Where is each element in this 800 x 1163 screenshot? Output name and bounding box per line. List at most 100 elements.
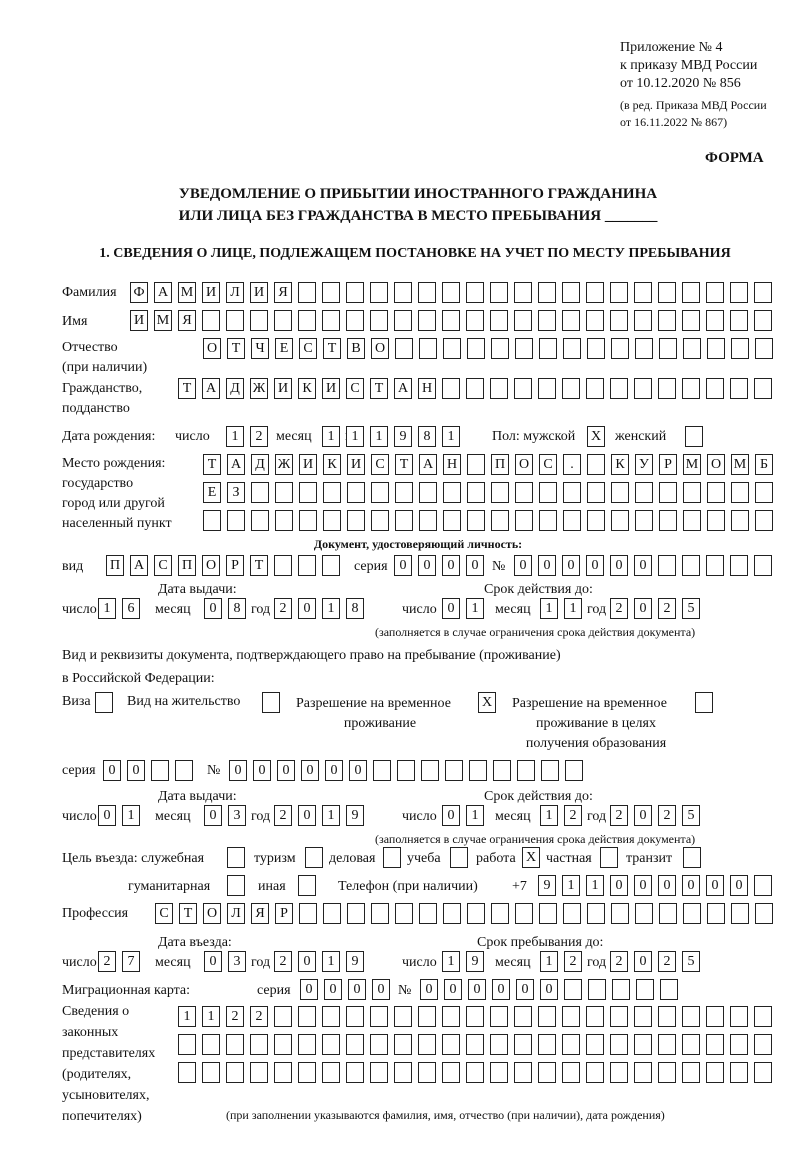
surname-cell[interactable]: [538, 282, 556, 303]
purpose-tourism-cell[interactable]: [305, 847, 323, 868]
profession-cell[interactable]: [587, 903, 605, 924]
rep-2-cell[interactable]: [658, 1034, 676, 1055]
entry-day-cell[interactable]: 7: [122, 951, 140, 972]
surname-cell[interactable]: [418, 282, 436, 303]
rep-2-cell[interactable]: [226, 1034, 244, 1055]
surname-cell[interactable]: Я: [274, 282, 292, 303]
doc-issue-year-cell[interactable]: 2: [274, 805, 292, 826]
name-cell[interactable]: М: [154, 310, 172, 331]
profession-cell[interactable]: [467, 903, 485, 924]
surname-cell[interactable]: И: [250, 282, 268, 303]
surname-cell[interactable]: [346, 282, 364, 303]
rep-3-cell[interactable]: [178, 1062, 196, 1083]
name-cell[interactable]: [418, 310, 436, 331]
surname-cell[interactable]: [634, 282, 652, 303]
surname-cell[interactable]: [298, 282, 316, 303]
citizenship-cell[interactable]: К: [298, 378, 316, 399]
profession-cell[interactable]: [515, 903, 533, 924]
doc-series-cell[interactable]: 0: [127, 760, 145, 781]
birth-year-cell[interactable]: 9: [394, 426, 412, 447]
citizenship-cell[interactable]: С: [346, 378, 364, 399]
surname-cell[interactable]: М: [178, 282, 196, 303]
patronymic-cell[interactable]: [491, 338, 509, 359]
birthplace-1-cell[interactable]: Д: [251, 454, 269, 475]
id-number-cell[interactable]: [682, 555, 700, 576]
doc-number-cell[interactable]: [421, 760, 439, 781]
id-number-cell[interactable]: [730, 555, 748, 576]
mc-number-cell[interactable]: 0: [540, 979, 558, 1000]
birthplace-1-cell[interactable]: Т: [203, 454, 221, 475]
id-valid-day-cell[interactable]: 1: [466, 598, 484, 619]
patronymic-cell[interactable]: [443, 338, 461, 359]
rep-2-cell[interactable]: [490, 1034, 508, 1055]
name-cell[interactable]: [322, 310, 340, 331]
mc-number-cell[interactable]: [612, 979, 630, 1000]
sex-female-cell[interactable]: [685, 426, 703, 447]
patronymic-cell[interactable]: Т: [323, 338, 341, 359]
birth-year-cell[interactable]: 1: [370, 426, 388, 447]
name-cell[interactable]: [586, 310, 604, 331]
id-number-cell[interactable]: 0: [586, 555, 604, 576]
doc-valid-month-cell[interactable]: 1: [540, 805, 558, 826]
entry-year-cell[interactable]: 9: [346, 951, 364, 972]
id-series-cell[interactable]: 0: [418, 555, 436, 576]
purpose-other-cell[interactable]: [298, 875, 316, 896]
purpose-work-cell[interactable]: X: [522, 847, 540, 868]
name-cell[interactable]: [706, 310, 724, 331]
rep-2-cell[interactable]: [538, 1034, 556, 1055]
surname-cell[interactable]: [370, 282, 388, 303]
birthplace-3-cell[interactable]: [539, 510, 557, 531]
name-cell[interactable]: [370, 310, 388, 331]
id-valid-year-cell[interactable]: 0: [634, 598, 652, 619]
rep-2-cell[interactable]: [394, 1034, 412, 1055]
birthplace-2-cell[interactable]: [731, 482, 749, 503]
name-cell[interactable]: [394, 310, 412, 331]
patronymic-cell[interactable]: [755, 338, 773, 359]
birthplace-3-cell[interactable]: [275, 510, 293, 531]
stay-year-cell[interactable]: 5: [682, 951, 700, 972]
rep-1-cell[interactable]: [682, 1006, 700, 1027]
mc-number-cell[interactable]: 0: [420, 979, 438, 1000]
surname-cell[interactable]: [394, 282, 412, 303]
name-cell[interactable]: [226, 310, 244, 331]
patronymic-cell[interactable]: В: [347, 338, 365, 359]
birthplace-1-cell[interactable]: [467, 454, 485, 475]
id-kind-cell[interactable]: А: [130, 555, 148, 576]
birthplace-2-cell[interactable]: [539, 482, 557, 503]
surname-cell[interactable]: Ф: [130, 282, 148, 303]
rep-3-cell[interactable]: [562, 1062, 580, 1083]
citizenship-cell[interactable]: Т: [370, 378, 388, 399]
doc-issue-month-cell[interactable]: 0: [204, 805, 222, 826]
birthplace-2-cell[interactable]: [347, 482, 365, 503]
birthplace-3-cell[interactable]: [347, 510, 365, 531]
birthplace-3-cell[interactable]: [587, 510, 605, 531]
mc-number-cell[interactable]: [564, 979, 582, 1000]
rep-3-cell[interactable]: [730, 1062, 748, 1083]
birthplace-3-cell[interactable]: [683, 510, 701, 531]
birthplace-2-cell[interactable]: [275, 482, 293, 503]
rep-1-cell[interactable]: [754, 1006, 772, 1027]
rep-3-cell[interactable]: [226, 1062, 244, 1083]
citizenship-cell[interactable]: [706, 378, 724, 399]
sex-male-cell[interactable]: X: [587, 426, 605, 447]
citizenship-cell[interactable]: Ж: [250, 378, 268, 399]
rep-2-cell[interactable]: [202, 1034, 220, 1055]
id-number-cell[interactable]: [658, 555, 676, 576]
rep-3-cell[interactable]: [754, 1062, 772, 1083]
rep-1-cell[interactable]: 1: [202, 1006, 220, 1027]
patronymic-cell[interactable]: [539, 338, 557, 359]
rep-2-cell[interactable]: [298, 1034, 316, 1055]
birthplace-2-cell[interactable]: Е: [203, 482, 221, 503]
id-issue-year-cell[interactable]: 8: [346, 598, 364, 619]
rep-1-cell[interactable]: [394, 1006, 412, 1027]
birthplace-1-cell[interactable]: [587, 454, 605, 475]
purpose-business-cell[interactable]: [383, 847, 401, 868]
phone-cell[interactable]: 0: [634, 875, 652, 896]
surname-cell[interactable]: [706, 282, 724, 303]
doc-number-cell[interactable]: [397, 760, 415, 781]
birth-day-cell[interactable]: 2: [250, 426, 268, 447]
rep-3-cell[interactable]: [706, 1062, 724, 1083]
mc-number-cell[interactable]: 0: [516, 979, 534, 1000]
rep-2-cell[interactable]: [586, 1034, 604, 1055]
patronymic-cell[interactable]: [659, 338, 677, 359]
